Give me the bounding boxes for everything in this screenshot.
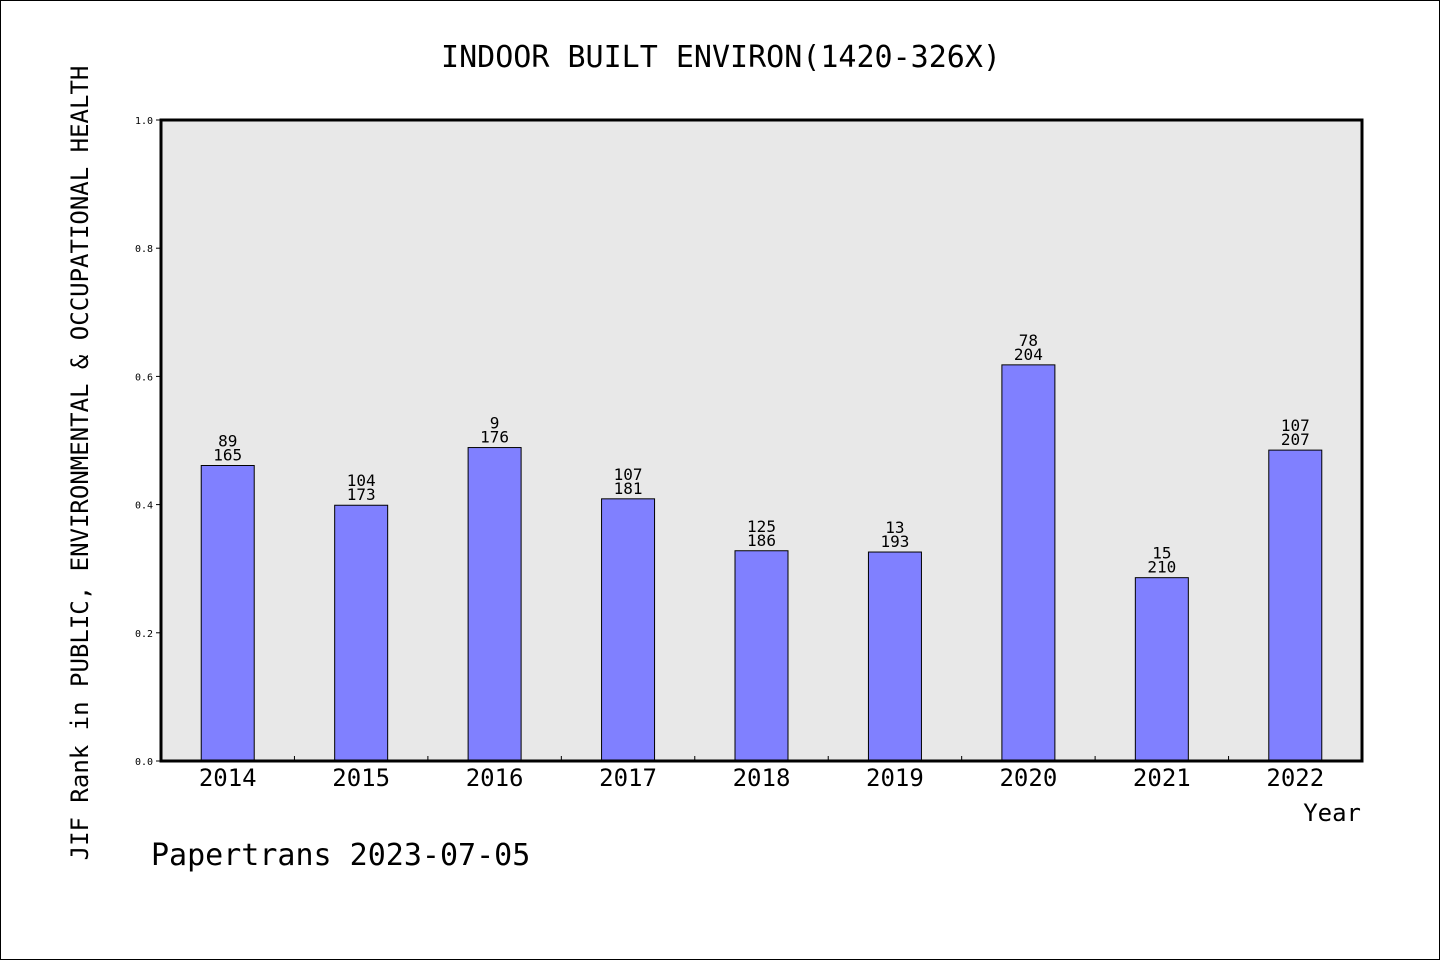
data-label-bottom-2021: 210	[1147, 558, 1176, 577]
data-label-bottom-2022: 207	[1281, 430, 1310, 449]
data-label-top-2015: 104	[347, 471, 376, 490]
plot-border	[159, 118, 1364, 763]
bar-2020	[1001, 364, 1056, 762]
ticks-group: 2014 2015 2016 2017 2018 2019 2020 2021 2022 0.0 0…	[135, 116, 1324, 792]
footer-text: Papertrans 2023-07-05	[151, 838, 530, 873]
bar-2019	[867, 551, 922, 762]
data-label-bottom-2020: 204	[1014, 345, 1043, 364]
x-tick-label-2022: 2022	[1266, 764, 1324, 792]
bar-2014	[200, 464, 255, 762]
y-tick-label-1: 0.2	[135, 629, 153, 640]
data-label-top-2016: 9	[490, 414, 500, 433]
bar-2022	[1268, 449, 1323, 762]
data-label-top-2018: 125	[747, 517, 776, 536]
x-tick-label-2014: 2014	[199, 764, 257, 792]
bar-2015	[334, 504, 389, 762]
data-label-bottom-2016: 176	[480, 428, 509, 447]
y-tick-label-3: 0.6	[135, 372, 153, 383]
data-label-bottom-2018: 186	[747, 531, 776, 550]
x-tick-label-2016: 2016	[466, 764, 524, 792]
data-label-top-2017: 107	[614, 465, 643, 484]
chart-title: INDOOR BUILT ENVIRON(1420-326X)	[441, 40, 1001, 75]
x-tick-label-2020: 2020	[999, 764, 1057, 792]
data-label-bottom-2019: 193	[880, 532, 909, 551]
data-label-top-2014: 89	[218, 431, 237, 450]
data-label-top-2022: 107	[1281, 416, 1310, 435]
bar-2017	[601, 498, 656, 762]
data-label-bottom-2015: 173	[347, 485, 376, 504]
x-axis-label: Year	[1303, 799, 1361, 827]
y-tick-label-2: 0.4	[135, 501, 153, 512]
x-tick-label-2015: 2015	[332, 764, 390, 792]
y-tick-label-0: 0.0	[135, 757, 153, 768]
x-tick-label-2018: 2018	[733, 764, 791, 792]
x-tick-label-2017: 2017	[599, 764, 657, 792]
bar-2018	[734, 550, 789, 762]
bar-2016	[467, 447, 522, 762]
x-tick-label-2019: 2019	[866, 764, 924, 792]
y-tick-label-4: 0.8	[135, 244, 153, 255]
data-label-top-2021: 15	[1152, 544, 1171, 563]
data-label-bottom-2014: 165	[213, 445, 242, 464]
y-tick-label-5: 1.0	[135, 116, 153, 127]
data-label-top-2019: 13	[885, 518, 904, 537]
y-axis-label: JIF Rank in PUBLIC, ENVIRONMENTAL & OCCU…	[66, 66, 94, 861]
bars-group: 8916510417391761071811251861319378204152…	[200, 331, 1323, 762]
data-label-bottom-2017: 181	[614, 479, 643, 498]
x-tick-label-2021: 2021	[1133, 764, 1191, 792]
bar-2021	[1134, 577, 1189, 762]
data-label-top-2020: 78	[1019, 331, 1038, 350]
